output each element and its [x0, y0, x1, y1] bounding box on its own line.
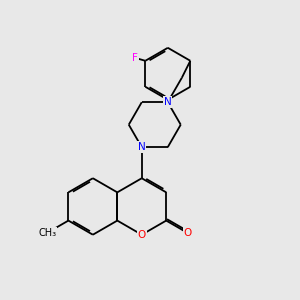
Text: N: N [164, 97, 172, 107]
Text: F: F [132, 53, 138, 63]
Text: CH₃: CH₃ [39, 228, 57, 238]
Text: O: O [184, 228, 192, 238]
Text: O: O [138, 230, 146, 240]
Text: N: N [138, 142, 146, 152]
